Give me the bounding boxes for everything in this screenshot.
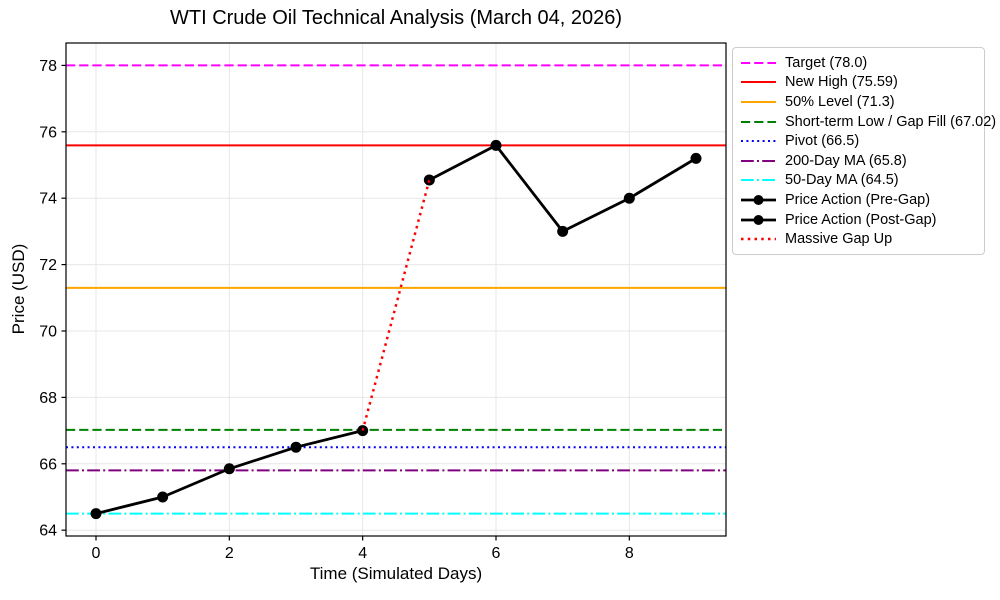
y-tick-label: 68 <box>39 390 57 407</box>
x-tick-label: 0 <box>92 545 101 562</box>
y-tick-label: 78 <box>39 58 57 75</box>
legend-item-label: Target (78.0) <box>785 54 868 71</box>
legend-box: Target (78.0) New High (75.59) 50% Level (… <box>732 47 996 255</box>
price-series <box>90 139 702 520</box>
y-tick-label: 74 <box>39 191 57 208</box>
legend-item-50-day-ma-64-5: 50-Day MA (64.5) <box>740 171 977 191</box>
data-point-price-action-post-gap <box>423 174 435 186</box>
legend-sample-line <box>741 194 776 205</box>
legend-item-label: New High (75.59) <box>785 74 898 91</box>
legend-item-massive-gap-up: Massive Gap Up <box>740 229 977 249</box>
y-tick-label: 72 <box>39 257 57 274</box>
chart-title: WTI Crude Oil Technical Analysis (March … <box>169 7 623 29</box>
data-point-price-action-pre-gap <box>157 491 169 503</box>
legend-item-pivot-66-5: Pivot (66.5) <box>740 131 977 151</box>
y-axis-label: Price (USD) <box>9 243 28 335</box>
legend-item-target-78-0: Target (78.0) <box>740 53 977 73</box>
x-tick-label: 4 <box>358 545 367 562</box>
legend-item-label: 200-Day MA (65.8) <box>785 152 907 169</box>
legend-sample-line <box>741 214 776 225</box>
gridlines <box>66 43 726 536</box>
legend-item-label: Short-term Low / Gap Fill (67.02) <box>785 113 997 130</box>
legend-sample-line <box>741 120 776 123</box>
data-point-price-action-pre-gap <box>90 508 102 520</box>
y-tick-label: 64 <box>39 523 57 540</box>
legend-item-label: 50% Level (71.3) <box>785 93 895 110</box>
legend-item-label: Massive Gap Up <box>785 231 893 248</box>
legend-sample-line <box>741 179 776 182</box>
data-point-price-action-post-gap <box>557 225 569 237</box>
legend-item-label: 50-Day MA (64.5) <box>785 172 899 189</box>
legend-sample-marker <box>753 214 764 225</box>
data-point-price-action-post-gap <box>490 139 502 151</box>
legend-item-label: Price Action (Pre-Gap) <box>785 191 931 208</box>
x-tick-label: 8 <box>625 545 634 562</box>
legend-item-price-action-pre-gap: Price Action (Pre-Gap) <box>740 190 977 210</box>
data-point-price-action-pre-gap <box>223 463 235 475</box>
legend-item-50-level-71-3: 50% Level (71.3) <box>740 92 977 112</box>
series-line-massive-gap-up <box>361 179 431 431</box>
legend-item-price-action-post-gap: Price Action (Post-Gap) <box>740 210 977 230</box>
legend-item-label: Price Action (Post-Gap) <box>785 211 937 228</box>
axes-frame <box>65 42 727 537</box>
legend-item-new-high-75-59: New High (75.59) <box>740 73 977 93</box>
x-axis-label: Time (Simulated Days) <box>309 564 483 583</box>
x-tick-label: 2 <box>225 545 234 562</box>
x-tick-label: 6 <box>492 545 501 562</box>
y-tick-label: 76 <box>39 124 57 141</box>
legend-sample-line <box>741 237 776 241</box>
legend-sample-line <box>741 61 776 64</box>
y-tick-label: 66 <box>39 456 57 473</box>
legend-sample-line <box>741 100 776 103</box>
legend-sample-marker <box>753 194 764 205</box>
legend-sample-line <box>741 159 776 162</box>
data-point-price-action-pre-gap <box>290 441 302 453</box>
legend-item-200-day-ma-65-8: 200-Day MA (65.8) <box>740 151 977 171</box>
legend-sample-line <box>741 81 776 84</box>
legend-sample-line <box>741 140 776 143</box>
series-line-price-action-post-gap <box>427 144 698 233</box>
data-point-price-action-post-gap <box>623 192 635 204</box>
reference-lines <box>66 64 726 515</box>
legend-item-short-term-low-gap-fill-67-02: Short-term Low / Gap Fill (67.02) <box>740 112 996 132</box>
y-tick-label: 70 <box>39 323 57 340</box>
legend-item-label: Pivot (66.5) <box>785 133 860 150</box>
data-point-price-action-post-gap <box>690 152 702 164</box>
